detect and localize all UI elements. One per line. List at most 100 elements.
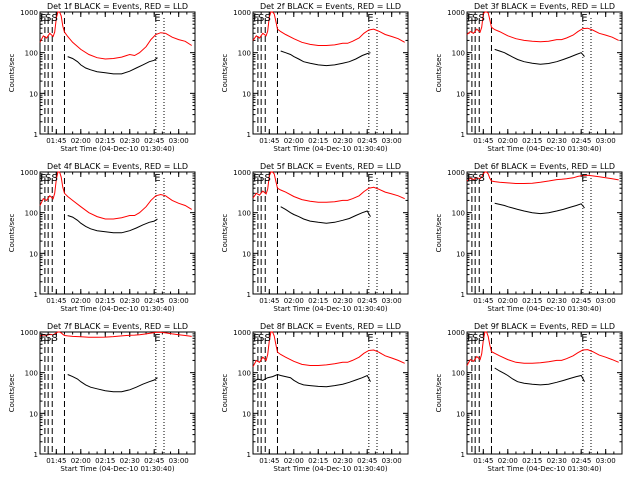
event-marker-label: E <box>40 13 46 24</box>
y-tick-label: 1000 <box>233 169 251 177</box>
x-tick-label: 02:15 <box>95 297 115 305</box>
event-marker-label: S <box>258 13 264 24</box>
y-axis-label: Counts/sec <box>8 214 16 253</box>
y-tick-label: 10 <box>29 250 38 258</box>
event-marker-label: S <box>479 13 485 24</box>
event-marker-label: S <box>472 13 478 24</box>
plot-frame <box>466 171 623 295</box>
y-tick-label: 1 <box>247 291 251 299</box>
y-tick-label: 1 <box>34 131 38 139</box>
y-axis-label: Counts/sec <box>221 374 229 413</box>
x-tick-label: 02:00 <box>284 137 304 145</box>
x-tick-label: 02:30 <box>547 297 567 305</box>
y-tick-label: 100 <box>25 370 38 378</box>
plot-frame <box>466 11 623 135</box>
x-tick-label: 03:00 <box>596 297 616 305</box>
panel-title: Det 8f BLACK = Events, RED = LLD <box>260 322 401 331</box>
x-tick-label: 01:45 <box>259 137 279 145</box>
event-marker-label: E <box>367 333 373 344</box>
y-tick-label: 1000 <box>447 9 465 17</box>
plot-frame <box>39 171 196 295</box>
event-marker-label: S <box>52 13 58 24</box>
y-tick-label: 100 <box>452 210 465 218</box>
x-tick-label: 02:45 <box>144 137 164 145</box>
event-marker-label: S <box>45 333 51 344</box>
x-tick-label: 03:00 <box>382 137 402 145</box>
series-red-lld <box>466 171 619 184</box>
series-black-events <box>67 374 158 393</box>
event-marker-label: S <box>45 173 51 184</box>
series-red-lld <box>252 11 405 46</box>
x-tick-label: 01:45 <box>259 297 279 305</box>
x-tick-label: 02:00 <box>71 137 91 145</box>
series-black-events <box>67 56 158 75</box>
y-axis-label: Counts/sec <box>221 214 229 253</box>
x-tick-label: 03:00 <box>382 297 402 305</box>
x-tick-label: 02:00 <box>498 457 518 465</box>
y-tick-label: 10 <box>242 410 251 418</box>
panel-title: Det 2f BLACK = Events, RED = LLD <box>260 2 401 11</box>
plot-frame <box>39 331 196 455</box>
event-marker-label: S <box>479 173 485 184</box>
x-tick-label: 02:00 <box>498 297 518 305</box>
x-tick-label: 02:30 <box>120 297 140 305</box>
event-marker-label: S <box>472 173 478 184</box>
x-tick-label: 02:15 <box>308 457 328 465</box>
y-tick-label: 1 <box>247 131 251 139</box>
x-tick-label: 02:45 <box>357 297 377 305</box>
panel-3: Det 3f BLACK = Events, RED = LLD 1 10 100 10… <box>435 2 623 153</box>
y-tick-label: 1 <box>461 291 465 299</box>
series-red-lld <box>39 11 192 60</box>
y-tick-label: 10 <box>242 90 251 98</box>
x-tick-label: 02:45 <box>571 137 591 145</box>
x-tick-label: 02:30 <box>120 457 140 465</box>
x-axis-label: Start Time (04-Dec-10 01:30:40) <box>273 145 387 153</box>
x-tick-label: 01:45 <box>473 457 493 465</box>
panel-9: Det 9f BLACK = Events, RED = LLD 1 10 100 10… <box>435 322 623 473</box>
x-tick-label: 02:30 <box>333 457 353 465</box>
y-tick-label: 100 <box>25 50 38 58</box>
y-tick-label: 100 <box>238 370 251 378</box>
series-black-events <box>280 50 371 67</box>
x-tick-label: 02:15 <box>95 137 115 145</box>
x-axis-label: Start Time (04-Dec-10 01:30:40) <box>487 465 601 473</box>
panel-2: Det 2f BLACK = Events, RED = LLD 1 10 100 10… <box>221 2 409 153</box>
panel-title: Det 6f BLACK = Events, RED = LLD <box>474 162 615 171</box>
x-tick-label: 02:45 <box>571 297 591 305</box>
series-red-lld <box>252 331 405 367</box>
x-tick-label: 02:15 <box>308 297 328 305</box>
panel-title: Det 9f BLACK = Events, RED = LLD <box>474 322 615 331</box>
series-red-lld <box>39 331 192 338</box>
x-axis-label: Start Time (04-Dec-10 01:30:40) <box>60 305 174 313</box>
panel-5: Det 5f BLACK = Events, RED = LLD 1 10 100 10… <box>221 162 409 313</box>
series-red-lld <box>466 331 619 366</box>
event-marker-label: E <box>253 13 259 24</box>
x-tick-label: 03:00 <box>596 457 616 465</box>
y-tick-label: 1 <box>34 291 38 299</box>
x-tick-label: 02:45 <box>144 457 164 465</box>
y-tick-label: 1 <box>34 451 38 459</box>
x-tick-label: 02:15 <box>308 137 328 145</box>
series-black-events <box>494 202 585 215</box>
y-tick-label: 100 <box>452 370 465 378</box>
x-tick-label: 01:45 <box>259 457 279 465</box>
y-tick-label: 1000 <box>447 169 465 177</box>
y-tick-label: 1000 <box>233 9 251 17</box>
series-black-events <box>494 367 585 386</box>
event-marker-label: S <box>265 333 271 344</box>
x-tick-label: 02:00 <box>284 457 304 465</box>
series-black-events <box>67 215 158 234</box>
y-tick-label: 1000 <box>20 9 38 17</box>
y-tick-label: 10 <box>29 410 38 418</box>
series-black-events <box>252 373 371 388</box>
series-black-events <box>280 206 371 224</box>
x-tick-label: 02:30 <box>547 137 567 145</box>
panel-8: Det 8f BLACK = Events, RED = LLD 1 10 100 10… <box>221 322 409 473</box>
x-tick-label: 02:15 <box>95 457 115 465</box>
y-tick-label: 1000 <box>233 329 251 337</box>
y-axis-label: Counts/sec <box>221 54 229 93</box>
x-tick-label: 02:45 <box>357 137 377 145</box>
panel-1: Det 1f BLACK = Events, RED = LLD 1 10 100 10… <box>8 2 196 153</box>
x-tick-label: 02:15 <box>522 457 542 465</box>
